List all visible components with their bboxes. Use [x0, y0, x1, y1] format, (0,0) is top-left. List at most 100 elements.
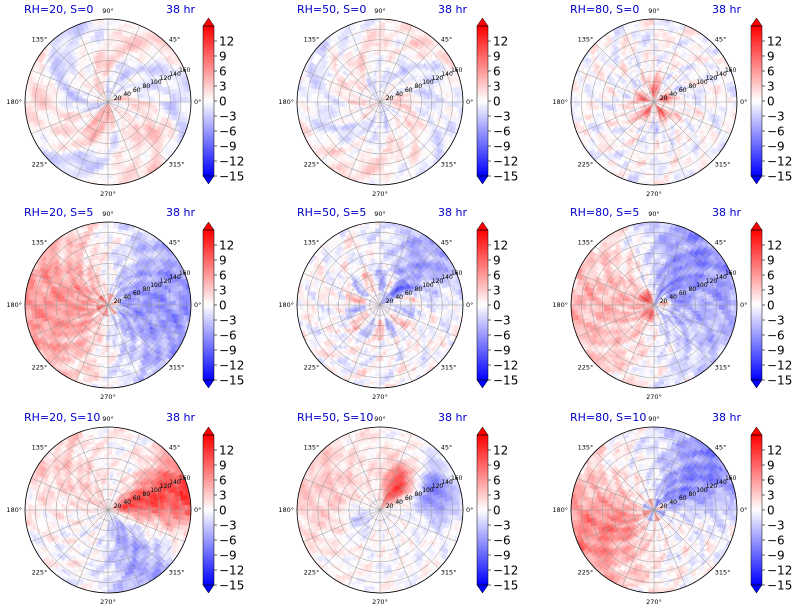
- colorbar-tick-label: −12: [493, 564, 518, 578]
- panel-title: RH=80, S=10: [570, 411, 646, 424]
- colorbar-tick-label: −3: [767, 110, 785, 124]
- figure: 2040608010012014016090°45°0°315°270°225°…: [0, 0, 795, 612]
- colorbar-tick-label: −9: [219, 549, 237, 563]
- colorbar-tick-label: −15: [219, 579, 244, 593]
- angle-tick-label: 180°: [6, 506, 22, 514]
- angle-tick-label: 0°: [194, 301, 201, 309]
- colorbar-tick-label: −9: [493, 140, 511, 154]
- panel-title: RH=20, S=5: [24, 206, 93, 219]
- radial-tick-label: 40: [669, 294, 677, 301]
- panel-time-label: 38 hr: [166, 3, 195, 16]
- panel-time-label: 38 hr: [438, 206, 467, 219]
- radial-tick-label: 20: [386, 298, 394, 305]
- angle-tick-label: 180°: [552, 506, 568, 514]
- angle-tick-label: 0°: [194, 506, 201, 514]
- colorbar-tick-label: 12: [219, 239, 234, 253]
- colorbar-tick-label: −6: [767, 534, 785, 548]
- colorbar-tick-label: 3: [219, 80, 227, 94]
- angle-tick-label: 90°: [102, 7, 114, 15]
- angle-tick-label: 90°: [374, 7, 386, 15]
- colorbar-tick-label: 0: [767, 299, 775, 313]
- colorbar-tick-label: 0: [219, 299, 227, 313]
- radial-tick-label: 60: [133, 87, 141, 94]
- angle-tick-label: 315°: [169, 161, 185, 169]
- colorbar-tick-label: 0: [767, 95, 775, 109]
- angle-tick-label: 135°: [32, 35, 48, 43]
- radial-tick-label: 60: [679, 495, 687, 502]
- colorbar-tick-label: −3: [219, 519, 237, 533]
- colorbar-tick-label: 9: [493, 50, 501, 64]
- radial-tick-label: 40: [123, 91, 131, 98]
- colorbar-tick-label: −3: [493, 519, 511, 533]
- radial-tick-label: 60: [405, 495, 413, 502]
- angle-tick-label: 225°: [32, 569, 48, 577]
- panel-time-label: 38 hr: [712, 411, 741, 424]
- colorbar-tick-label: −12: [767, 564, 792, 578]
- colorbar-tick-label: 6: [493, 65, 501, 79]
- colorbar-tick-label: −12: [767, 359, 792, 373]
- radial-tick-label: 160: [725, 475, 737, 482]
- colorbar-tick-label: −12: [219, 564, 244, 578]
- angle-tick-label: 315°: [441, 364, 457, 372]
- angle-tick-label: 225°: [578, 161, 594, 169]
- angle-tick-label: 225°: [32, 364, 48, 372]
- colorbar-tick-label: 9: [219, 459, 227, 473]
- panel-time-label: 38 hr: [166, 411, 195, 424]
- radial-tick-label: 20: [114, 503, 122, 510]
- colorbar-tick-label: −15: [767, 170, 792, 184]
- colorbar-tick-label: −12: [219, 155, 244, 169]
- panel-title: RH=50, S=5: [297, 206, 366, 219]
- colorbar-tick-label: 6: [767, 474, 775, 488]
- colorbar-tick-label: −9: [219, 344, 237, 358]
- panel-title: RH=50, S=0: [297, 3, 366, 16]
- colorbar-tick-label: 9: [767, 50, 775, 64]
- radial-tick-label: 80: [689, 491, 697, 498]
- colorbar-tick-label: −3: [493, 314, 511, 328]
- panel-time-label: 38 hr: [438, 411, 467, 424]
- colorbar-tick-label: 12: [767, 35, 782, 49]
- radial-tick-label: 40: [669, 499, 677, 506]
- colorbar-tick-label: −12: [219, 359, 244, 373]
- radial-tick-label: 20: [114, 95, 122, 102]
- radial-tick-label: 160: [179, 475, 191, 482]
- colorbar-tick-label: 6: [493, 269, 501, 283]
- angle-tick-label: 0°: [740, 98, 747, 106]
- angle-tick-label: 180°: [552, 301, 568, 309]
- angle-tick-label: 315°: [441, 569, 457, 577]
- angle-tick-label: 135°: [304, 443, 320, 451]
- radial-tick-label: 20: [114, 298, 122, 305]
- radial-tick-label: 80: [415, 491, 423, 498]
- colorbar-tick-label: −3: [219, 314, 237, 328]
- colorbar-tick-label: 0: [219, 504, 227, 518]
- angle-tick-label: 315°: [715, 161, 731, 169]
- panel-time-label: 38 hr: [166, 206, 195, 219]
- radial-tick-label: 40: [123, 294, 131, 301]
- radial-tick-label: 60: [679, 290, 687, 297]
- angle-tick-label: 45°: [169, 443, 181, 451]
- radial-tick-label: 80: [143, 491, 151, 498]
- angle-tick-label: 135°: [304, 35, 320, 43]
- panel-title: RH=80, S=5: [570, 206, 639, 219]
- colorbar-tick-label: −6: [493, 534, 511, 548]
- radial-tick-label: 20: [660, 503, 668, 510]
- angle-tick-label: 45°: [441, 238, 453, 246]
- angle-tick-label: 45°: [715, 443, 727, 451]
- colorbar-tick-label: 0: [493, 504, 501, 518]
- radial-tick-label: 160: [725, 67, 737, 74]
- colorbar-tick-label: −15: [219, 374, 244, 388]
- angle-tick-label: 90°: [648, 210, 660, 218]
- angle-tick-label: 135°: [578, 443, 594, 451]
- colorbar-tick-label: 6: [219, 474, 227, 488]
- colorbar-tick-label: −15: [767, 579, 792, 593]
- colorbar-tick-label: 9: [767, 254, 775, 268]
- angle-tick-label: 270°: [372, 393, 388, 401]
- colorbar-tick-label: 0: [493, 299, 501, 313]
- radial-tick-label: 40: [395, 499, 403, 506]
- angle-tick-label: 270°: [646, 190, 662, 198]
- radial-tick-label: 80: [689, 286, 697, 293]
- colorbar-tick-label: −9: [219, 140, 237, 154]
- angle-tick-label: 45°: [441, 443, 453, 451]
- colorbar-tick-label: 9: [493, 459, 501, 473]
- angle-tick-label: 315°: [169, 364, 185, 372]
- angle-tick-label: 270°: [646, 598, 662, 606]
